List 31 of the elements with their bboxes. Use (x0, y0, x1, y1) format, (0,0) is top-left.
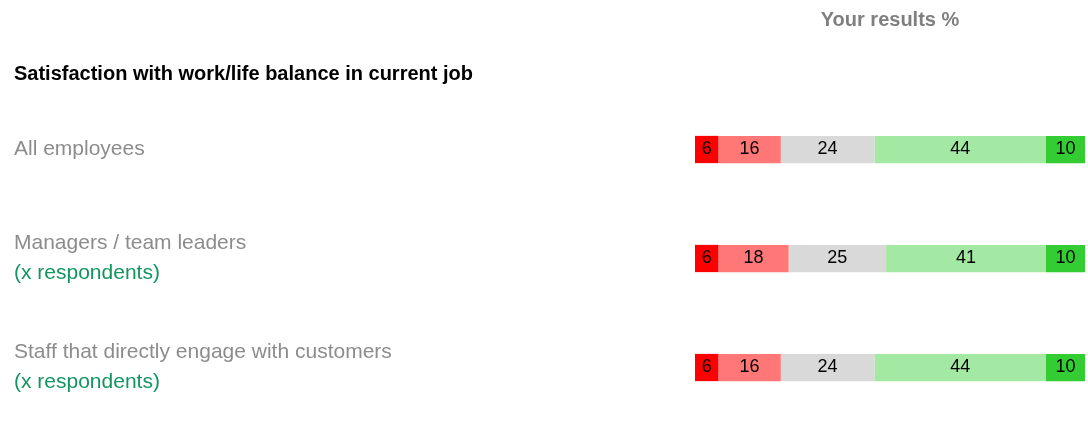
bar (788, 244, 887, 273)
bar (886, 244, 1046, 273)
data-label: 24 (817, 356, 838, 377)
chart-title: Your results % (820, 7, 960, 30)
data-label: 6 (701, 356, 712, 377)
data-label: 18 (743, 247, 764, 268)
data-label: 16 (739, 138, 760, 159)
y-tick-label: All employees (14, 136, 145, 160)
data-label: 10 (1055, 138, 1076, 159)
bar (874, 135, 1046, 164)
y-tick-label: Managers / team leaders (14, 230, 247, 254)
bar (874, 353, 1046, 382)
bar (718, 244, 789, 273)
data-label: 16 (739, 356, 760, 377)
bar (780, 353, 875, 382)
data-label: 6 (701, 138, 712, 159)
text: Satisfaction with work/life balance in current job (14, 61, 473, 84)
data-label: 41 (956, 247, 977, 268)
data-label: 6 (701, 247, 712, 268)
text: (x respondents) (14, 369, 160, 393)
y-tick-label: Staff that directly engage with customers (14, 339, 392, 363)
data-label: 25 (827, 247, 848, 268)
data-label: 44 (950, 356, 971, 377)
text: (x respondents) (14, 260, 160, 284)
data-label: 10 (1055, 356, 1076, 377)
bar (718, 353, 781, 382)
data-label: 10 (1055, 247, 1076, 268)
data-label: 44 (950, 138, 971, 159)
data-label: 24 (817, 138, 838, 159)
bar (718, 135, 781, 164)
bar (780, 135, 875, 164)
